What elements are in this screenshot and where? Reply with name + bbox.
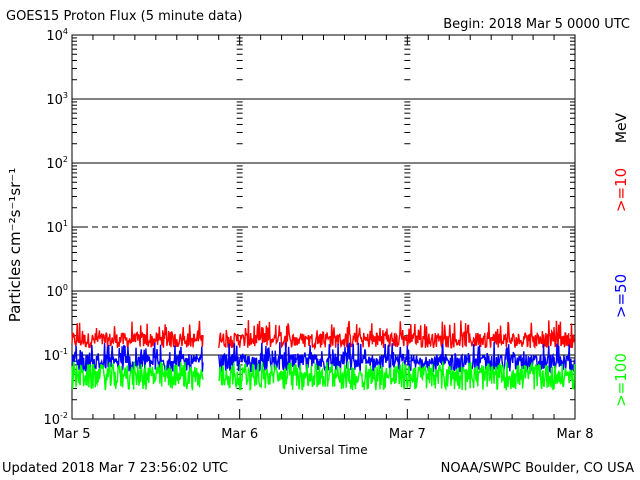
series-line-1: [218, 320, 576, 351]
y-tick-label: 100: [46, 283, 68, 300]
x-tick-label: Mar 7: [389, 427, 426, 442]
x-tick-label: Mar 8: [557, 427, 594, 442]
y-axis-label: Particles cm⁻²s⁻¹sr⁻¹: [6, 168, 24, 322]
chart-title: GOES15 Proton Flux (5 minute data): [6, 9, 243, 24]
x-tick-labels: Mar 5 Mar 6 Mar 7 Mar 8: [54, 427, 594, 442]
begin-time: Begin: 2018 Mar 5 0000 UTC: [443, 17, 630, 32]
x-tick-label: Mar 5: [54, 427, 91, 442]
series-line-3: [71, 361, 204, 391]
y-tick-label: 10-1: [43, 347, 68, 364]
x-axis-label: Universal Time: [278, 443, 367, 457]
series-lines: [71, 320, 576, 392]
y-tick-label: 10-2: [43, 411, 68, 428]
legend-label: >=10: [612, 168, 630, 212]
series-line-1: [71, 320, 204, 349]
legend-label: >=100: [612, 353, 630, 407]
unit-label: MeV: [614, 112, 630, 143]
minor-ticks: [72, 37, 575, 420]
legend-label: >=50: [612, 274, 630, 318]
y-tick-label: 102: [46, 155, 68, 172]
y-tick-label: 101: [46, 219, 68, 236]
y-tick-labels: 10-2 10-1 100 101 102 103 104: [43, 27, 68, 428]
reference-lines: [72, 98, 575, 356]
x-tick-label: Mar 6: [221, 427, 258, 442]
y-tick-label: 104: [46, 27, 68, 44]
series-line-3: [218, 361, 576, 392]
y-tick-label: 103: [46, 91, 68, 108]
updated-time: Updated 2018 Mar 7 23:56:02 UTC: [2, 461, 229, 476]
credit-text: NOAA/SWPC Boulder, CO USA: [440, 461, 634, 476]
legend: >=10 >=50 >=100: [612, 168, 630, 407]
series-line-2: [218, 341, 576, 375]
